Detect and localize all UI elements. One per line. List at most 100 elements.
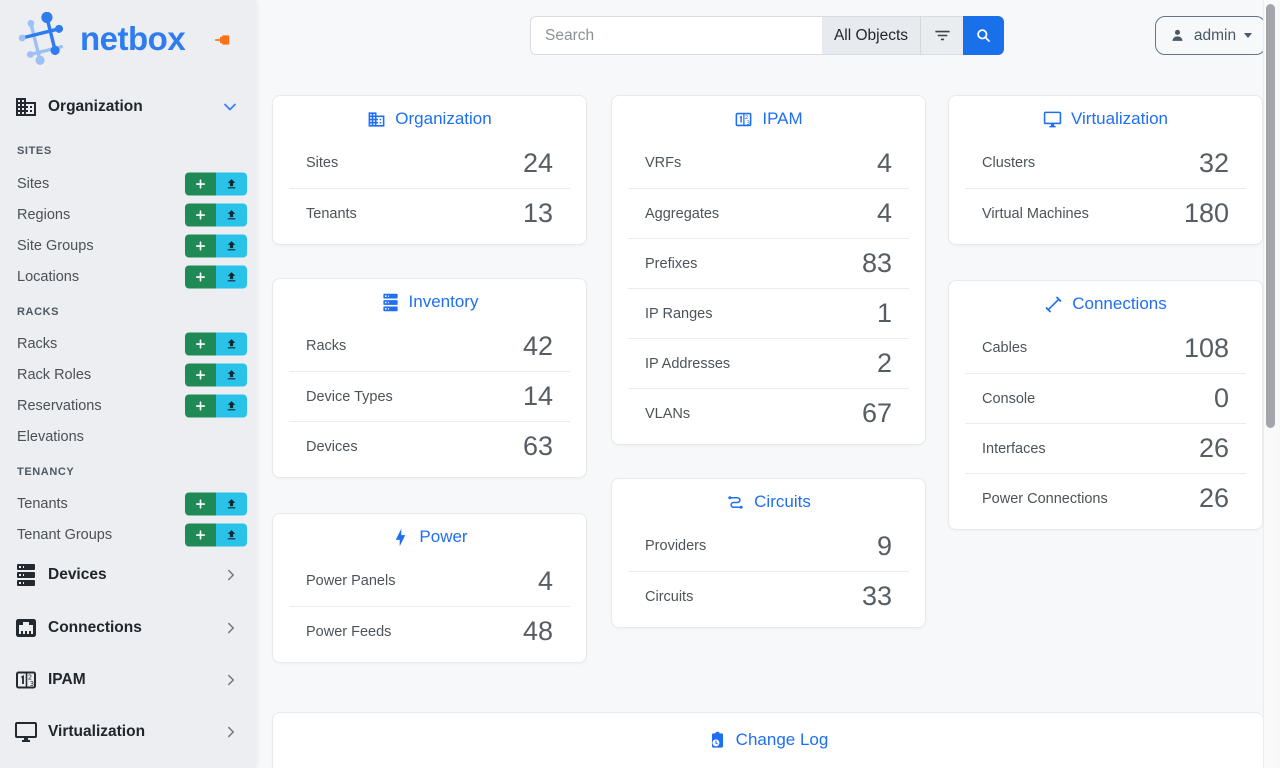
stat-value[interactable]: 26	[1198, 433, 1229, 463]
stat-row: Aggregates 4	[628, 188, 909, 238]
stat-label[interactable]: IP Ranges	[645, 305, 713, 322]
stat-value[interactable]: 33	[861, 581, 892, 611]
sidebar-item-racks[interactable]: Racks	[0, 328, 256, 359]
stat-label[interactable]: Sites	[306, 155, 339, 171]
changelog-card: Change Log	[272, 712, 1264, 768]
stat-value[interactable]: 24	[522, 147, 553, 178]
stat-value[interactable]: 48	[522, 616, 553, 646]
stat-value[interactable]: 2	[876, 348, 892, 378]
power-card: Power Power Panels 4 Power Feeds 48	[272, 513, 587, 663]
import-button[interactable]	[216, 332, 247, 355]
stat-label[interactable]: Power Panels	[306, 573, 396, 589]
stat-label[interactable]: Interfaces	[982, 440, 1046, 457]
netbox-logo[interactable]: netbox	[14, 10, 186, 68]
stat-label[interactable]: VRFs	[645, 155, 682, 171]
stat-value[interactable]: 13	[522, 198, 553, 228]
sidebar-item-tenants[interactable]: Tenants	[0, 488, 256, 519]
inventory-card-title: Inventory	[273, 279, 586, 321]
sidebar-group-organization[interactable]: Organization	[0, 88, 256, 126]
stat-label[interactable]: Cables	[982, 340, 1028, 356]
section-title-tenancy: TENANCY	[17, 466, 75, 478]
add-button[interactable]	[185, 394, 216, 417]
stat-value[interactable]: 108	[1183, 332, 1229, 363]
add-button[interactable]	[185, 332, 216, 355]
stat-row: Clusters 32	[965, 138, 1246, 188]
virtualization-card: Virtualization Clusters 32 Virtual Machi…	[948, 95, 1263, 245]
import-button[interactable]	[216, 523, 247, 546]
circuits-card: Circuits Providers 9 Circuits 33	[611, 478, 926, 628]
add-button[interactable]	[185, 265, 216, 288]
plus-icon	[195, 240, 206, 251]
stat-label[interactable]: IP Addresses	[645, 355, 731, 372]
stat-label[interactable]: Racks	[306, 338, 347, 354]
stat-value[interactable]: 9	[876, 530, 892, 561]
import-button[interactable]	[216, 172, 247, 195]
stat-label[interactable]: Device Types	[306, 388, 393, 405]
import-button[interactable]	[216, 394, 247, 417]
import-button[interactable]	[216, 203, 247, 226]
stat-value[interactable]: 83	[861, 248, 892, 278]
power-card-title: Power	[273, 514, 586, 556]
pin-sidebar-button[interactable]	[206, 28, 240, 52]
stat-label[interactable]: Circuits	[645, 588, 694, 605]
import-button[interactable]	[216, 492, 247, 515]
stat-label[interactable]: VLANs	[645, 405, 691, 422]
stat-row: Circuits 33	[628, 571, 909, 621]
sidebar-group-devices[interactable]: Devices	[0, 556, 256, 594]
stat-label[interactable]: Prefixes	[645, 255, 698, 272]
stat-value[interactable]: 63	[522, 431, 553, 461]
stat-value[interactable]: 42	[522, 330, 553, 361]
sidebar-item-rack-roles[interactable]: Rack Roles	[0, 359, 256, 390]
sidebar-item-tenant-groups[interactable]: Tenant Groups	[0, 519, 256, 550]
search-scope-dropdown[interactable]: All Objects	[822, 16, 920, 55]
stat-label[interactable]: Providers	[645, 538, 707, 554]
stat-value[interactable]: 4	[537, 565, 553, 596]
stat-label[interactable]: Devices	[306, 438, 358, 455]
stat-label[interactable]: Clusters	[982, 155, 1036, 171]
stat-value[interactable]: 4	[876, 147, 892, 178]
sidebar-item-site-groups[interactable]: Site Groups	[0, 230, 256, 261]
chevron-right-icon	[222, 566, 240, 584]
sidebar-group-virtualization[interactable]: Virtualization	[0, 713, 256, 751]
sidebar-item-regions[interactable]: Regions	[0, 199, 256, 230]
stat-value[interactable]: 26	[1198, 483, 1229, 513]
sidebar-item-locations[interactable]: Locations	[0, 261, 256, 292]
stat-value[interactable]: 1	[876, 298, 892, 328]
import-button[interactable]	[216, 234, 247, 257]
stat-value[interactable]: 67	[861, 398, 892, 428]
account-menu-button[interactable]: admin	[1155, 16, 1266, 55]
add-button[interactable]	[185, 523, 216, 546]
sidebar-group-ipam[interactable]: 2 3 IPAM	[0, 661, 256, 699]
account-label: admin	[1193, 26, 1237, 44]
import-button[interactable]	[216, 265, 247, 288]
stat-label[interactable]: Virtual Machines	[982, 205, 1089, 222]
stat-value[interactable]: 180	[1183, 198, 1229, 228]
search-input[interactable]	[530, 16, 822, 55]
sidebar-item-elevations[interactable]: Elevations	[17, 428, 84, 445]
stat-label[interactable]: Console	[982, 390, 1036, 407]
stat-label[interactable]: Power Feeds	[306, 623, 392, 640]
search-filter-button[interactable]	[920, 16, 963, 55]
scrollbar-thumb[interactable]	[1266, 4, 1275, 428]
plus-icon	[195, 498, 206, 509]
stat-row: Cables 108	[965, 323, 1246, 373]
import-button[interactable]	[216, 363, 247, 386]
stat-row: Interfaces 26	[965, 423, 1246, 473]
add-button[interactable]	[185, 234, 216, 257]
add-button[interactable]	[185, 203, 216, 226]
sidebar-item-reservations[interactable]: Reservations	[0, 390, 256, 421]
stat-label[interactable]: Power Connections	[982, 490, 1108, 507]
stat-value[interactable]: 32	[1198, 147, 1229, 178]
search-submit-button[interactable]	[963, 16, 1004, 55]
stat-label[interactable]: Tenants	[306, 205, 357, 222]
add-button[interactable]	[185, 172, 216, 195]
stat-label[interactable]: Aggregates	[645, 205, 720, 222]
add-button[interactable]	[185, 363, 216, 386]
sidebar-item-sites[interactable]: Sites	[0, 168, 256, 199]
stat-value[interactable]: 0	[1213, 383, 1229, 413]
counter-icon: 2 3	[14, 668, 38, 692]
stat-value[interactable]: 4	[876, 198, 892, 228]
stat-value[interactable]: 14	[522, 381, 553, 411]
add-button[interactable]	[185, 492, 216, 515]
sidebar-group-connections[interactable]: Connections	[0, 609, 256, 647]
